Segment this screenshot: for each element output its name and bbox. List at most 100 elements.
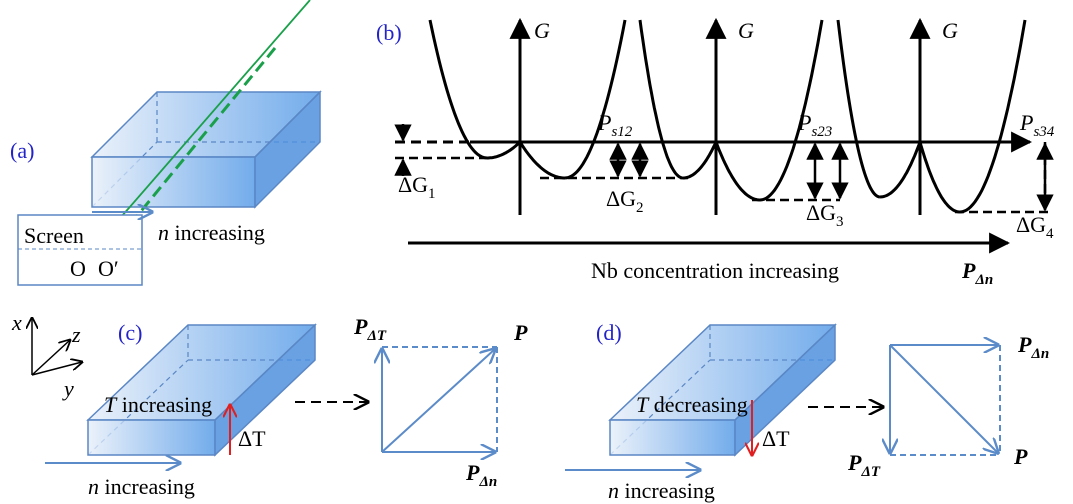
panel-label: (a) [10,138,34,163]
curve-arm [487,142,520,158]
polarization-label-part: P [797,110,811,135]
vector-label-part: P [1013,444,1028,469]
pdn-label-part: P [961,258,976,283]
vector-label: PΔn [465,460,497,490]
g-axis-label: G [534,18,550,43]
box-face [610,420,735,455]
polarization-label-part: s12 [611,124,632,140]
vector-label: P [1013,444,1028,469]
vector-diagram [890,345,998,453]
temperature-label-part: T [636,392,650,417]
vector-diagram [382,347,497,452]
panel-b: (b) ΔG1 ΔG2 ΔG3 ΔG4 Ps12 Ps23 Ps34 Nb co… [376,18,1055,288]
delta-t-label: ΔT [238,426,266,451]
temperature-label: T decreasing [636,392,748,417]
vector-label-part: Δn [1030,346,1049,362]
gap-label-part: ΔG [806,200,836,225]
panel-c: x y z (c) [11,310,315,455]
n-label-part: increasing [175,220,265,245]
curve-arm [716,142,760,200]
vector-label-part: ΔT [860,464,880,480]
vector-label: PΔT [847,450,881,480]
temperature-label-part: decreasing [654,392,748,417]
gap-label-part: ΔG [398,172,428,197]
curve-arm [880,142,920,197]
n-label-part: increasing [105,474,195,499]
pdn-label: PΔn [961,258,993,288]
panel-d: (d) [596,320,835,455]
gap-label: ΔG1 [398,172,436,202]
temperature-label: T increasing [104,392,212,417]
n-label: n increasing [158,220,265,245]
polarization-label: Ps34 [1019,110,1055,140]
vector-label-part: P [465,460,480,485]
crystal-box [92,92,320,207]
n-label-part: n [608,478,619,503]
pdn-label-part: Δn [974,272,993,288]
gap-label-part: ΔG [606,186,636,211]
gap-label: ΔG3 [806,200,844,230]
box-face [88,420,215,455]
box-face [92,157,255,207]
n-label-part: increasing [625,478,715,503]
n-label: n increasing [88,474,195,499]
figure: (a) Screen O O′ n increasing (b) ΔG1 ΔG2… [0,0,1073,504]
curve-arm [565,20,625,178]
gap-label-part: 3 [836,214,844,230]
vector-label-part: P [353,314,368,339]
polarization-label-part: s23 [811,124,832,140]
vector-diagram [382,349,495,452]
vector-label: P [513,320,528,345]
origin-prime-label: O′ [98,256,119,281]
gap-label-part: 4 [1046,226,1054,242]
vector-label-part: ΔT [366,328,386,344]
curve-arm [430,20,487,158]
vector-label-part: Δn [478,474,497,490]
temperature-label-part: T [104,392,118,417]
delta-t-label: ΔT [762,426,790,451]
gap-label-part: 2 [636,200,644,216]
n-label-part: n [158,220,169,245]
curve-arm [520,142,565,178]
axis-label: z [71,322,81,347]
n-label: n increasing [608,478,715,503]
polarization-label: Ps12 [597,110,633,140]
panel-b: ΔG1 ΔG2 ΔG3 ΔG4 Ps12 Ps23 Ps34 Nb concen… [398,18,1055,288]
gap-arrow [403,124,1045,210]
g-axis [520,20,920,215]
crystal-box [610,325,835,455]
screen-label: Screen [24,223,84,248]
vector-label: PΔn [1017,332,1049,362]
vector-label-part: P [1017,332,1032,357]
vector-label: PΔT [353,314,387,344]
gap-label: ΔG4 [1016,212,1054,242]
g-axis-label: G [738,18,754,43]
polarization-label-part: P [1019,110,1033,135]
n-label-part: n [88,474,99,499]
panel-a: (a) Screen O O′ n increasing [10,0,320,285]
polarization-label-part: P [597,110,611,135]
concentration-label: Nb concentration increasing [591,258,839,283]
panel-label: (b) [376,20,402,45]
polarization-label-part: s34 [1033,124,1054,140]
g-axis-label: G [942,18,958,43]
vector-label-part: P [847,450,862,475]
axis-label: y [62,376,74,401]
vector-label-part: P [513,320,528,345]
curve-arm [760,20,822,200]
panel-label: (d) [596,320,622,345]
curve-arm [683,142,716,178]
gap-label-part: 1 [428,186,436,202]
curve-arm [920,142,960,212]
gap-label: ΔG2 [606,186,644,216]
vector-diagram [890,345,1000,455]
curve-arm [960,20,1025,212]
temperature-label-part: increasing [122,392,212,417]
gap-label-part: ΔG [1016,212,1046,237]
axis-label: x [11,310,22,335]
polarization-label: Ps23 [797,110,832,140]
origin-label: O [70,256,86,281]
curve-arm [838,20,880,197]
curve-arm [640,20,683,178]
panel-label: (c) [118,320,142,345]
